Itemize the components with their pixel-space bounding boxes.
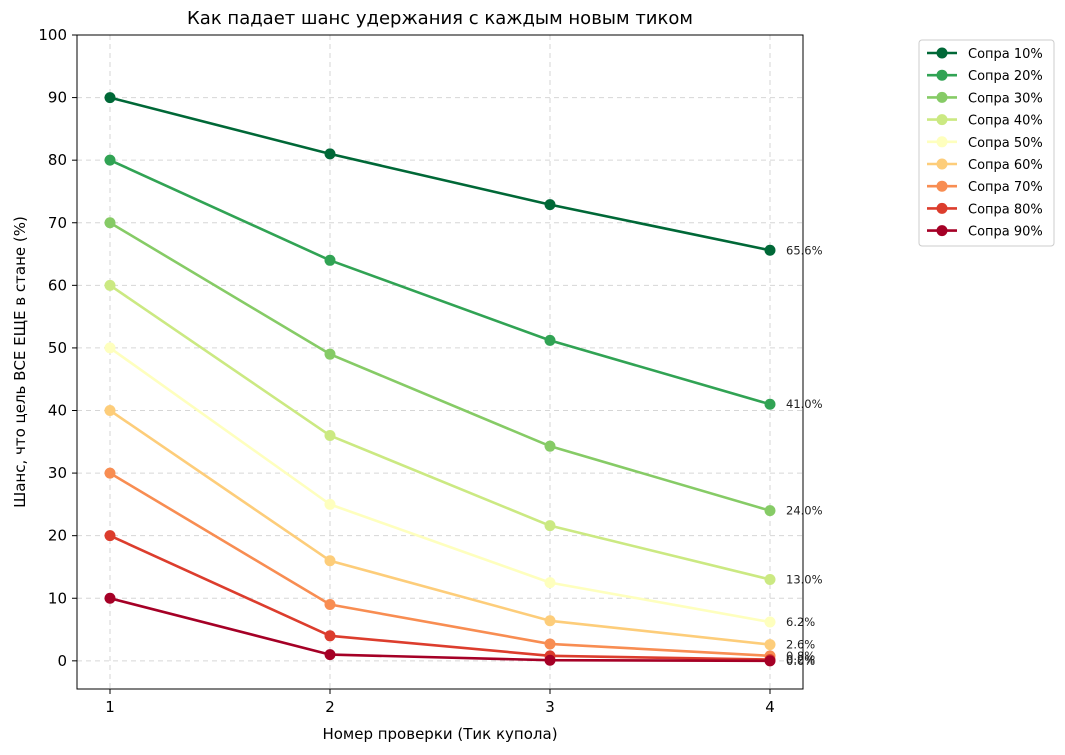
end-value-label: 2.6% (786, 638, 815, 652)
y-tick-label: 90 (48, 89, 67, 107)
y-tick-label: 0 (57, 652, 67, 670)
legend-label: Сопра 90% (968, 225, 1043, 240)
legend-marker (936, 69, 948, 81)
data-point (764, 573, 776, 585)
series-line-2 (108, 158, 772, 406)
data-point (544, 654, 556, 666)
legend-label: Сопра 30% (968, 91, 1043, 106)
legend-label: Сопра 40% (968, 114, 1043, 129)
data-point (544, 520, 556, 532)
data-point (104, 217, 116, 229)
legend-label: Сопра 60% (968, 158, 1043, 173)
y-axis-label: Шанс, что цель ВСЕ ЕЩЕ в стане (%) (11, 216, 29, 508)
legend-marker (936, 91, 948, 103)
data-point (544, 638, 556, 650)
y-tick-label: 40 (48, 402, 67, 420)
legend-label: Сопра 50% (968, 136, 1043, 151)
legend-marker (936, 225, 948, 237)
series-line-6 (108, 409, 772, 646)
data-point (324, 555, 336, 567)
data-point (324, 630, 336, 642)
legend-label: Сопра 70% (968, 180, 1043, 195)
end-value-label: 24.0% (786, 504, 823, 518)
legend: Сопра 10% Сопра 20% Сопра 30% Сопра 40% Сопр… (918, 39, 1055, 247)
x-tick-label: 4 (765, 698, 775, 716)
y-tick-label: 70 (48, 214, 67, 232)
data-point (764, 505, 776, 517)
data-point (104, 592, 116, 604)
y-tick-label: 20 (48, 527, 67, 545)
data-point (104, 530, 116, 542)
series-line-8 (108, 534, 772, 661)
data-point (324, 498, 336, 510)
series-line-1 (108, 96, 772, 252)
end-value-label: 0.2% (786, 653, 815, 667)
data-point (104, 154, 116, 166)
data-point (544, 615, 556, 627)
data-point (764, 616, 776, 628)
legend-marker (936, 114, 948, 126)
x-axis: 1 2 3 4 (105, 689, 775, 716)
legend-label: Сопра 20% (968, 69, 1043, 84)
end-labels-group: 65.6% 41.0% 24.0% 13.0% 6.2% 2.6%0.8%0.2%0.0% (786, 243, 823, 668)
legend-marker (936, 202, 948, 214)
data-point (544, 577, 556, 589)
series-line-5 (108, 346, 772, 624)
series-group (104, 92, 776, 667)
data-point (324, 348, 336, 360)
data-point (544, 440, 556, 452)
data-point (324, 430, 336, 442)
data-point (104, 92, 116, 104)
data-point (324, 649, 336, 661)
end-value-label: 65.6% (786, 243, 823, 257)
end-value-label: 13.0% (786, 572, 823, 586)
data-point (324, 254, 336, 266)
end-value-label: 6.2% (786, 615, 815, 629)
y-tick-label: 80 (48, 151, 67, 169)
y-tick-label: 100 (38, 26, 67, 44)
data-point (764, 398, 776, 410)
chart-title: Как падает шанс удержания с каждым новым… (187, 8, 693, 29)
x-tick-label: 2 (325, 698, 335, 716)
y-tick-label: 60 (48, 276, 67, 294)
legend-marker (936, 158, 948, 170)
legend-marker (936, 180, 948, 192)
data-point (324, 599, 336, 611)
data-point (764, 655, 776, 667)
series-line-9 (108, 596, 772, 663)
data-point (324, 148, 336, 160)
data-point (764, 244, 776, 256)
series-line-3 (108, 221, 772, 512)
data-point (104, 279, 116, 291)
y-axis: 0 10 20 30 40 50 60 70 80 90 100 (38, 26, 77, 670)
legend-marker (936, 136, 948, 148)
data-point (104, 467, 116, 479)
series-line-4 (108, 284, 772, 581)
end-value-label: 0.0% (786, 654, 815, 668)
end-value-label: 0.8% (786, 649, 815, 663)
data-point (764, 639, 776, 651)
data-point (104, 342, 116, 354)
data-point (544, 334, 556, 346)
x-tick-label: 3 (545, 698, 555, 716)
end-value-label: 41.0% (786, 397, 823, 411)
x-axis-label: Номер проверки (Тик купола) (322, 725, 557, 743)
y-tick-label: 50 (48, 339, 67, 357)
data-point (104, 405, 116, 417)
legend-marker (936, 47, 948, 59)
legend-frame (918, 39, 1055, 247)
data-point (544, 199, 556, 211)
series-line-7 (108, 471, 772, 658)
legend-label: Сопра 80% (968, 202, 1043, 217)
plot-frame (76, 34, 804, 690)
x-tick-label: 1 (105, 698, 115, 716)
y-tick-label: 30 (48, 464, 67, 482)
y-tick-label: 10 (48, 589, 67, 607)
legend-label: Сопра 10% (968, 47, 1043, 62)
